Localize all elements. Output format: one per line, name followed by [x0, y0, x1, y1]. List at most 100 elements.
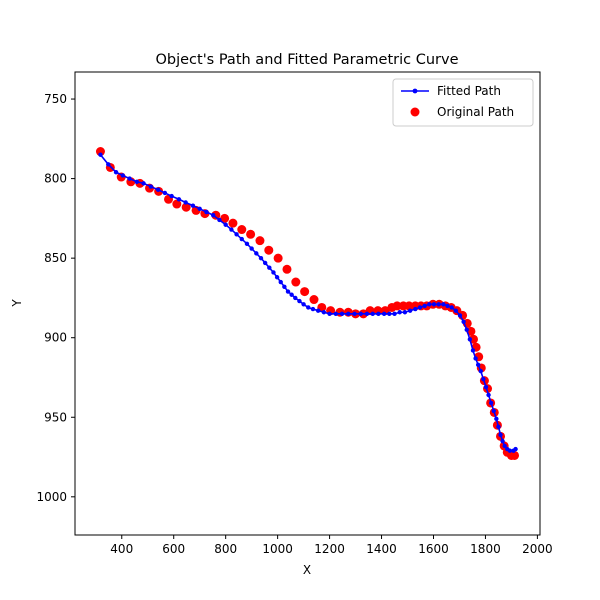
fitted-path-point: [507, 448, 513, 453]
fitted-path-point: [262, 260, 268, 266]
fitted-path-point: [352, 311, 357, 317]
fitted-path-point: [310, 306, 316, 312]
fitted-path-point: [282, 284, 287, 289]
fitted-path-point: [113, 170, 119, 175]
fitted-path-point: [473, 356, 478, 361]
fitted-path-point: [258, 255, 264, 261]
fitted-path-point: [267, 265, 272, 270]
original-path-point: [404, 301, 414, 311]
fitted-path-point: [197, 206, 202, 212]
fitted-path-point: [217, 217, 222, 223]
original-path-point: [309, 295, 319, 305]
fitted-path-point: [190, 203, 196, 208]
x-tick-label: 400: [110, 542, 133, 556]
fitted-path-point: [494, 416, 499, 422]
x-tick-label: 1200: [314, 542, 345, 556]
fitted-path-point: [254, 251, 259, 256]
fitted-path-point: [148, 184, 154, 189]
fitted-path-point: [223, 222, 228, 227]
fitted-path-point: [274, 275, 280, 280]
legend-original-path-label: Original Path: [437, 105, 514, 119]
fitted-path-point: [413, 306, 418, 312]
fitted-path-point: [513, 446, 518, 452]
y-tick-label: 1000: [36, 490, 67, 504]
fitted-path-point: [327, 311, 332, 317]
fitted-path-point: [301, 302, 306, 307]
original-path-point: [228, 218, 238, 228]
original-path-point: [181, 202, 191, 212]
chart-title: Object's Path and Fitted Parametric Curv…: [155, 52, 458, 68]
original-path-point: [264, 245, 274, 255]
fitted-path-point: [358, 311, 363, 317]
fitted-path-point: [306, 305, 311, 310]
legend-original-path-marker: [410, 107, 420, 117]
fitted-path-point: [333, 311, 339, 317]
y-tick-label: 900: [44, 331, 67, 345]
y-axis-ticks: 750 800 850 900 950 1000: [36, 92, 75, 504]
original-path-point: [510, 450, 520, 460]
fitted-path-point: [127, 176, 132, 181]
original-path-point: [211, 210, 221, 220]
fitted-path-point: [417, 305, 423, 310]
fitted-path-point: [467, 337, 473, 342]
fitted-path-point: [392, 311, 397, 317]
original-path-point: [95, 147, 105, 157]
fitted-path-point: [481, 376, 486, 382]
fitted-path-point: [289, 292, 294, 297]
fitted-path-point: [229, 227, 234, 232]
x-tick-label: 600: [162, 542, 185, 556]
fitted-path-point: [445, 303, 450, 309]
fitted-path-point: [502, 443, 507, 449]
plot-area: [95, 147, 520, 460]
fitted-path-point: [271, 270, 276, 275]
fitted-path-point: [285, 289, 291, 294]
original-path-point: [392, 301, 402, 311]
fitted-path-point: [321, 310, 327, 315]
x-tick-label: 1800: [470, 542, 501, 556]
fitted-path-point: [244, 241, 250, 247]
fitted-path-point: [204, 209, 209, 215]
x-tick-label: 1000: [262, 542, 293, 556]
fitted-path-point: [464, 327, 469, 332]
original-path-point: [458, 310, 468, 320]
fitted-path-point: [162, 190, 168, 196]
fitted-path-point: [183, 200, 188, 205]
fitted-path-point: [387, 311, 392, 317]
fitted-path-point: [141, 181, 146, 186]
fitted-path-point: [422, 303, 427, 309]
axes-frame: [74, 71, 541, 536]
fitted-path-point: [297, 298, 302, 304]
fitted-path-point: [431, 302, 437, 307]
fitted-path-point: [457, 313, 463, 318]
fitted-path-point: [500, 438, 505, 444]
fitted-path-point: [278, 279, 283, 285]
fitted-path-point: [339, 311, 345, 317]
fitted-path-point: [436, 302, 441, 307]
fitted-path-point: [461, 319, 466, 324]
fitted-path-line: [99, 154, 517, 452]
y-tick-label: 800: [44, 172, 67, 186]
original-path-point: [220, 213, 230, 223]
fitted-path-point: [491, 408, 496, 414]
fitted-path-point: [407, 308, 413, 313]
fitted-path-point: [155, 187, 161, 192]
x-tick-label: 1400: [366, 542, 397, 556]
fitted-path-point: [293, 295, 298, 301]
x-axis-label: X: [303, 563, 311, 577]
fitted-path-point: [475, 362, 481, 367]
fitted-path-point: [470, 348, 476, 353]
fitted-path-point: [234, 232, 239, 237]
fitted-path-point: [120, 173, 126, 178]
y-tick-label: 950: [44, 410, 67, 424]
legend-fitted-path-label: Fitted Path: [437, 84, 501, 98]
fitted-path-point: [496, 424, 501, 430]
fitted-path-point: [376, 311, 381, 317]
fitted-path-point: [488, 400, 494, 406]
x-tick-label: 1600: [418, 542, 449, 556]
fitted-path-point: [478, 368, 483, 374]
fitted-path-point: [134, 179, 140, 184]
fitted-path-point: [370, 311, 375, 317]
fitted-path-point: [402, 310, 408, 315]
original-path-point: [291, 277, 301, 287]
